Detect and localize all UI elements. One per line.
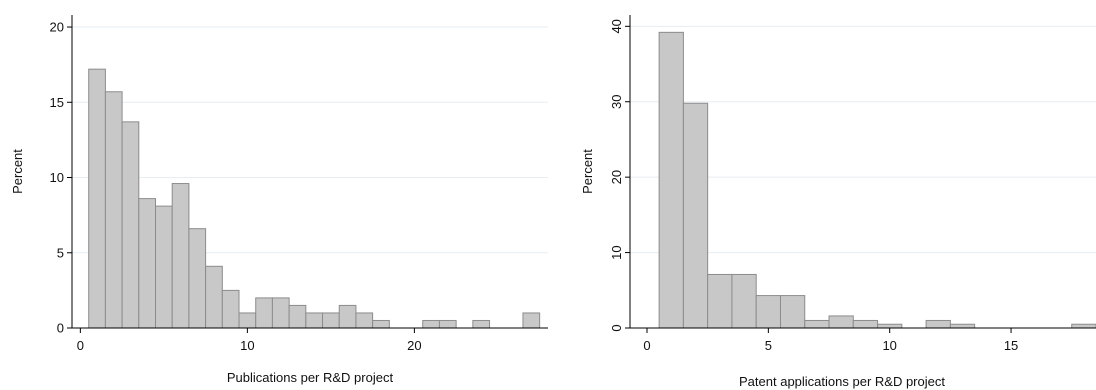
histogram-bar (372, 319, 390, 329)
histogram-bar (852, 319, 879, 329)
histogram-bar (355, 312, 374, 329)
histogram-bar (731, 273, 757, 329)
histogram-bar (121, 121, 140, 329)
histogram-bar (338, 304, 357, 329)
histogram-bar (188, 228, 207, 329)
histogram-bar (322, 312, 340, 329)
histogram-bar (205, 265, 223, 329)
histogram-bar (88, 68, 106, 329)
x-axis-title: Patent applications per R&D project (739, 374, 945, 389)
y-tick-label: 15 (50, 95, 64, 110)
x-axis-title: Publications per R&D project (227, 370, 394, 385)
histogram-bar (271, 297, 290, 329)
y-tick-label: 0 (609, 324, 624, 331)
histogram-bar (779, 295, 806, 329)
histogram-bar (828, 315, 854, 329)
x-tick-label: 20 (407, 338, 421, 353)
histogram-bar (682, 102, 709, 329)
histogram-bar (155, 205, 173, 329)
y-tick-label: 0 (57, 321, 64, 336)
histogram-bar (755, 295, 781, 329)
histogram-bar (707, 273, 733, 329)
histogram-bar (804, 319, 830, 329)
y-tick-label: 20 (50, 20, 64, 35)
publications-histogram-panel: 0 5 10 15 20 0 10 20 Publications per R&D projec… (10, 15, 548, 385)
x-tick-label: 15 (1004, 338, 1018, 353)
y-tick-label: 10 (50, 170, 64, 185)
histogram-bar (925, 319, 951, 329)
histogram-bar (472, 319, 491, 329)
y-tick-label: 20 (609, 170, 624, 184)
x-tick-label: 5 (765, 338, 772, 353)
x-tick-label: 10 (882, 338, 896, 353)
y-tick-label: 5 (57, 245, 64, 260)
x-tick-label: 10 (240, 338, 254, 353)
histogram-bar (171, 183, 190, 329)
y-tick-label: 30 (609, 95, 624, 109)
histogram-bar (104, 91, 123, 329)
y-axis-title: Percent (580, 149, 595, 194)
histogram-bar (877, 323, 903, 329)
histogram-bar (221, 289, 240, 329)
histogram-bar (1071, 323, 1096, 329)
histogram-bar (949, 323, 976, 329)
histogram-bar (255, 297, 273, 329)
histogram-bar (138, 198, 157, 329)
histogram-bar (422, 319, 440, 329)
patents-histogram-panel: 0 10 20 30 40 0 5 10 15 Patent applications per R… (580, 15, 1096, 389)
y-tick-label: 40 (609, 19, 624, 33)
histogram-bar (238, 312, 257, 329)
histogram-bar (522, 312, 541, 329)
histogram-bar (288, 304, 307, 329)
histogram-bar (305, 312, 324, 329)
histogram-bar (658, 31, 684, 329)
y-axis-title: Percent (10, 149, 25, 194)
x-tick-label: 0 (77, 338, 84, 353)
histogram-bar (438, 319, 457, 329)
x-tick-label: 0 (643, 338, 650, 353)
y-tick-label: 10 (609, 245, 624, 259)
